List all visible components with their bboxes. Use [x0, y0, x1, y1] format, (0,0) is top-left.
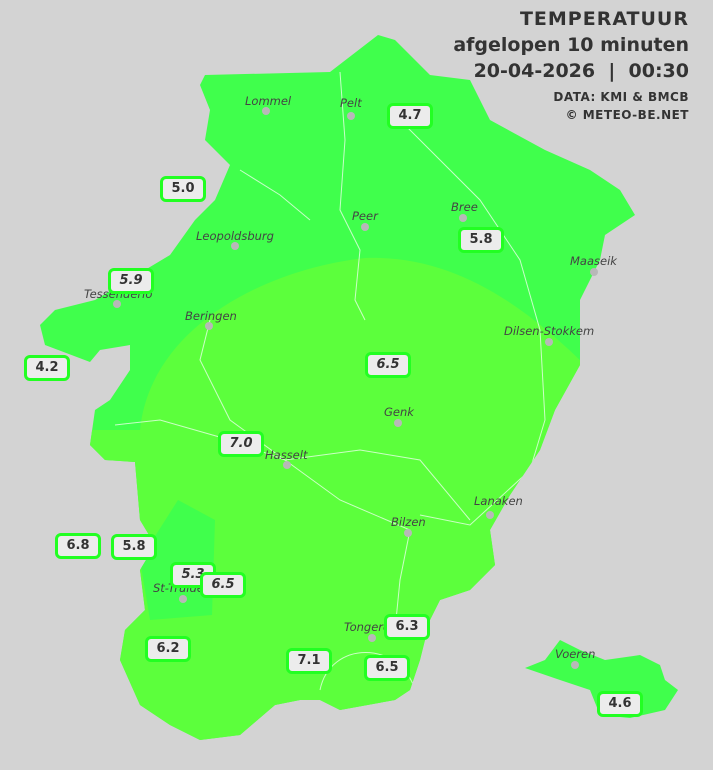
city-label: Hasselt: [265, 448, 308, 462]
temperature-label: 5.8: [458, 227, 504, 253]
city-dot: [347, 112, 355, 120]
city-dot: [394, 419, 402, 427]
city-dot: [571, 661, 579, 669]
map-title: TEMPERATUUR: [519, 8, 689, 30]
city-label: Leopoldsburg: [196, 229, 274, 243]
city-dot: [459, 214, 467, 222]
temperature-label: 6.2: [145, 636, 191, 662]
zone-cool-st-truiden: [140, 500, 215, 620]
city-dot: [283, 461, 291, 469]
city-label: Beringen: [185, 309, 237, 323]
temperature-label: 5.9: [108, 268, 154, 294]
city-dot: [231, 242, 239, 250]
city-dot: [486, 511, 494, 519]
city-label: Bree: [451, 200, 478, 214]
temperature-label: 5.8: [111, 534, 157, 560]
city-dot: [205, 322, 213, 330]
temperature-label: 4.6: [597, 691, 643, 717]
city-dot: [179, 595, 187, 603]
city-dot: [361, 223, 369, 231]
city-label: Maaseik: [570, 254, 617, 268]
city-label: Dilsen-Stokkem: [504, 324, 595, 338]
map-datetime: 20-04-2026 | 00:30: [473, 60, 689, 82]
temperature-label: 7.0: [218, 431, 264, 457]
data-source: DATA: KMI & BMCB: [553, 90, 689, 104]
temperature-label: 6.3: [384, 614, 430, 640]
map-subtitle: afgelopen 10 minuten: [453, 34, 689, 56]
city-dot: [262, 107, 270, 115]
temperature-label: 6.5: [364, 655, 410, 681]
temperature-label: 4.7: [387, 103, 433, 129]
temperature-label: 6.5: [200, 572, 246, 598]
roads: [114, 71, 546, 691]
copyright: © METEO-BE.NET: [565, 108, 689, 122]
city-label: Voeren: [555, 647, 596, 661]
city-label: Pelt: [340, 96, 362, 110]
city-dot: [590, 268, 598, 276]
city-dot: [113, 300, 121, 308]
city-label: Lommel: [245, 94, 292, 108]
city-dot: [368, 634, 376, 642]
temperature-label: 7.1: [286, 648, 332, 674]
temperature-label: 6.5: [365, 352, 411, 378]
city-label: Bilzen: [391, 515, 426, 529]
temperature-label: 5.0: [160, 176, 206, 202]
city-label: Lanaken: [474, 494, 523, 508]
city-dot: [545, 338, 553, 346]
city-dot: [404, 529, 412, 537]
temperature-label: 4.2: [24, 355, 70, 381]
city-label: Genk: [384, 405, 414, 419]
city-label: Peer: [352, 209, 378, 223]
temperature-label: 6.8: [55, 533, 101, 559]
